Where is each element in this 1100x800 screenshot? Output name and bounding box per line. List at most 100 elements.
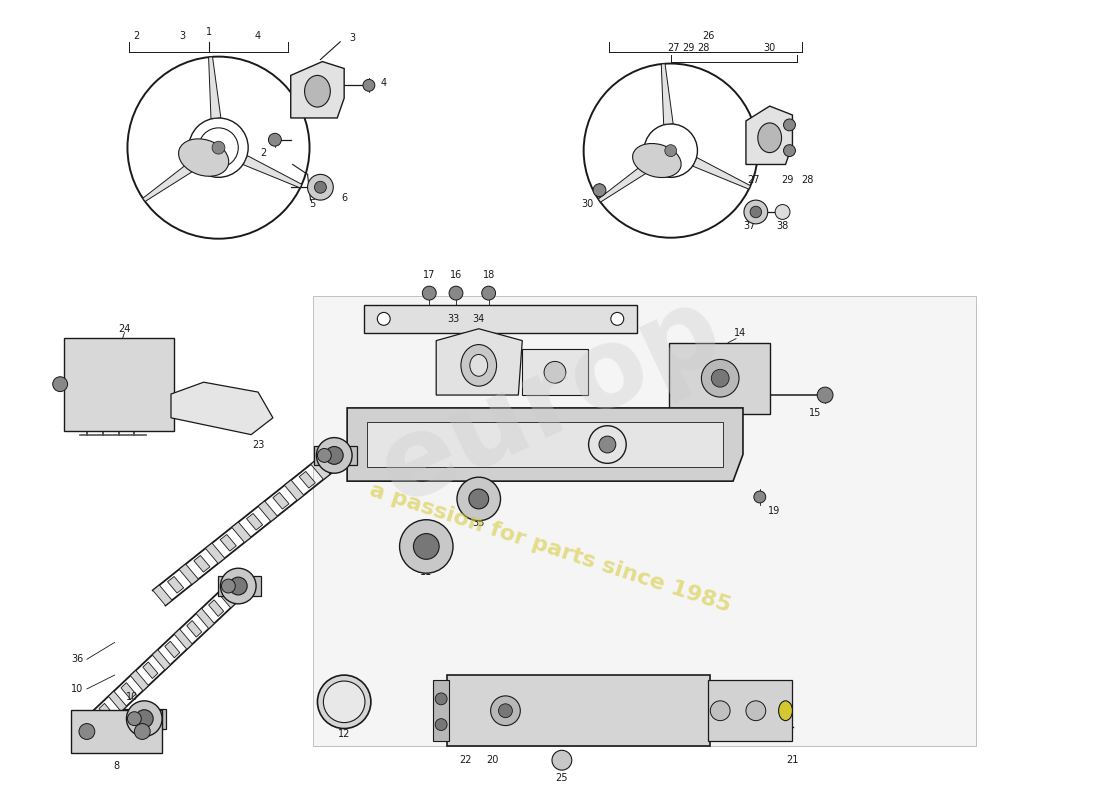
Circle shape bbox=[126, 701, 162, 737]
Polygon shape bbox=[433, 680, 449, 742]
Polygon shape bbox=[598, 162, 651, 202]
Circle shape bbox=[600, 436, 616, 453]
Text: 15: 15 bbox=[808, 408, 822, 418]
Circle shape bbox=[134, 723, 151, 739]
Circle shape bbox=[422, 286, 437, 300]
Text: 12: 12 bbox=[338, 730, 351, 739]
Circle shape bbox=[268, 134, 282, 146]
Polygon shape bbox=[693, 158, 750, 189]
Circle shape bbox=[498, 704, 513, 718]
Polygon shape bbox=[312, 296, 976, 746]
Polygon shape bbox=[165, 642, 179, 658]
Circle shape bbox=[744, 200, 768, 224]
Polygon shape bbox=[109, 691, 126, 711]
Ellipse shape bbox=[632, 143, 681, 178]
Text: 35: 35 bbox=[473, 518, 485, 528]
Polygon shape bbox=[219, 576, 261, 596]
Circle shape bbox=[212, 142, 224, 154]
Text: 13: 13 bbox=[585, 459, 597, 470]
Polygon shape bbox=[218, 587, 236, 608]
Text: 22: 22 bbox=[460, 755, 472, 766]
Circle shape bbox=[783, 119, 795, 131]
Circle shape bbox=[436, 718, 447, 730]
Circle shape bbox=[79, 723, 95, 739]
Text: 33: 33 bbox=[447, 314, 459, 324]
Text: 17: 17 bbox=[424, 270, 436, 280]
Circle shape bbox=[482, 286, 496, 300]
Circle shape bbox=[53, 377, 67, 391]
Circle shape bbox=[664, 145, 676, 157]
Circle shape bbox=[318, 675, 371, 729]
FancyBboxPatch shape bbox=[669, 342, 770, 414]
Text: 16: 16 bbox=[450, 270, 462, 280]
Text: 8: 8 bbox=[113, 761, 120, 771]
Ellipse shape bbox=[461, 345, 496, 386]
FancyBboxPatch shape bbox=[72, 710, 162, 754]
Polygon shape bbox=[124, 709, 166, 729]
Text: 37: 37 bbox=[744, 221, 756, 231]
Polygon shape bbox=[143, 662, 158, 678]
Circle shape bbox=[593, 184, 606, 197]
Polygon shape bbox=[153, 585, 172, 606]
Circle shape bbox=[552, 750, 572, 770]
Circle shape bbox=[317, 438, 352, 474]
Circle shape bbox=[221, 579, 235, 593]
Text: 6: 6 bbox=[341, 193, 348, 203]
Circle shape bbox=[544, 362, 565, 383]
Circle shape bbox=[220, 568, 256, 604]
Text: 21: 21 bbox=[786, 755, 799, 766]
Polygon shape bbox=[179, 564, 198, 585]
Circle shape bbox=[318, 449, 331, 462]
Polygon shape bbox=[273, 493, 289, 509]
Text: 11: 11 bbox=[420, 567, 432, 577]
Text: 10: 10 bbox=[70, 684, 84, 694]
Polygon shape bbox=[364, 305, 637, 333]
Circle shape bbox=[469, 489, 488, 509]
Text: 30: 30 bbox=[763, 42, 776, 53]
Circle shape bbox=[377, 313, 390, 326]
Polygon shape bbox=[258, 501, 277, 522]
Circle shape bbox=[449, 286, 463, 300]
Text: 5: 5 bbox=[309, 199, 316, 209]
Circle shape bbox=[610, 313, 624, 326]
Text: 28: 28 bbox=[801, 175, 814, 186]
Text: 19: 19 bbox=[768, 506, 780, 516]
Polygon shape bbox=[121, 682, 136, 699]
Text: 29: 29 bbox=[682, 42, 695, 53]
Circle shape bbox=[436, 693, 447, 705]
Circle shape bbox=[588, 426, 626, 463]
Circle shape bbox=[323, 681, 365, 722]
Text: 10: 10 bbox=[126, 692, 139, 702]
Circle shape bbox=[776, 205, 790, 219]
Text: 29: 29 bbox=[781, 175, 794, 186]
Text: 14: 14 bbox=[734, 328, 746, 338]
Circle shape bbox=[135, 710, 153, 727]
Polygon shape bbox=[290, 62, 344, 118]
Polygon shape bbox=[522, 349, 587, 395]
Ellipse shape bbox=[305, 75, 330, 107]
Polygon shape bbox=[285, 480, 304, 501]
Circle shape bbox=[754, 491, 766, 503]
Polygon shape bbox=[299, 471, 316, 488]
Circle shape bbox=[817, 387, 833, 403]
Circle shape bbox=[326, 446, 343, 464]
Polygon shape bbox=[232, 522, 251, 542]
Polygon shape bbox=[167, 577, 184, 593]
FancyBboxPatch shape bbox=[64, 338, 174, 430]
Circle shape bbox=[746, 701, 766, 721]
Circle shape bbox=[315, 182, 327, 193]
Text: europ: europ bbox=[362, 274, 738, 526]
Ellipse shape bbox=[758, 123, 782, 153]
Text: 3: 3 bbox=[349, 33, 355, 43]
Circle shape bbox=[491, 696, 520, 726]
Ellipse shape bbox=[308, 180, 332, 194]
Polygon shape bbox=[170, 382, 273, 434]
Polygon shape bbox=[315, 446, 358, 466]
Circle shape bbox=[702, 359, 739, 397]
Text: 4: 4 bbox=[381, 78, 387, 88]
Text: 3: 3 bbox=[179, 31, 185, 41]
Ellipse shape bbox=[779, 701, 792, 721]
Text: 26: 26 bbox=[702, 31, 715, 41]
Polygon shape bbox=[243, 156, 301, 188]
Text: 28: 28 bbox=[697, 42, 710, 53]
